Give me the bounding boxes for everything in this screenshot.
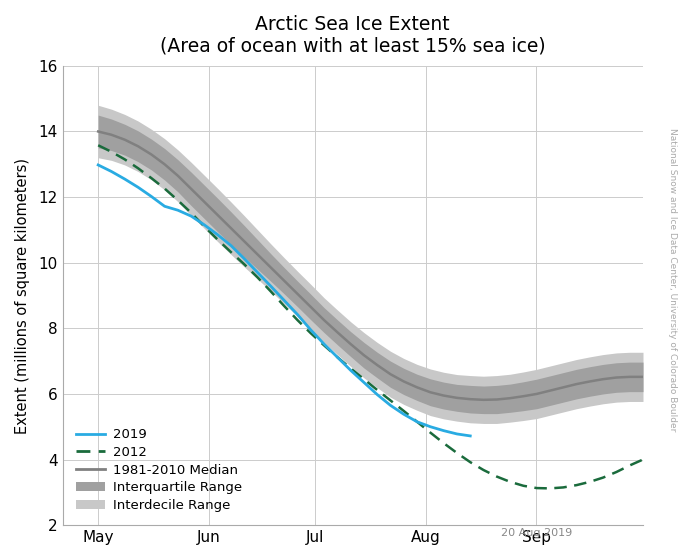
Text: National Snow and Ice Data Center, University of Colorado Boulder: National Snow and Ice Data Center, Unive…	[668, 128, 678, 432]
Legend: 2019, 2012, 1981-2010 Median, Interquartile Range, Interdecile Range: 2019, 2012, 1981-2010 Median, Interquart…	[69, 422, 248, 519]
Y-axis label: Extent (millions of square kilometers): Extent (millions of square kilometers)	[15, 157, 30, 433]
Title: Arctic Sea Ice Extent
(Area of ocean with at least 15% sea ice): Arctic Sea Ice Extent (Area of ocean wit…	[160, 15, 545, 56]
Text: 20 Aug 2019: 20 Aug 2019	[500, 528, 572, 538]
